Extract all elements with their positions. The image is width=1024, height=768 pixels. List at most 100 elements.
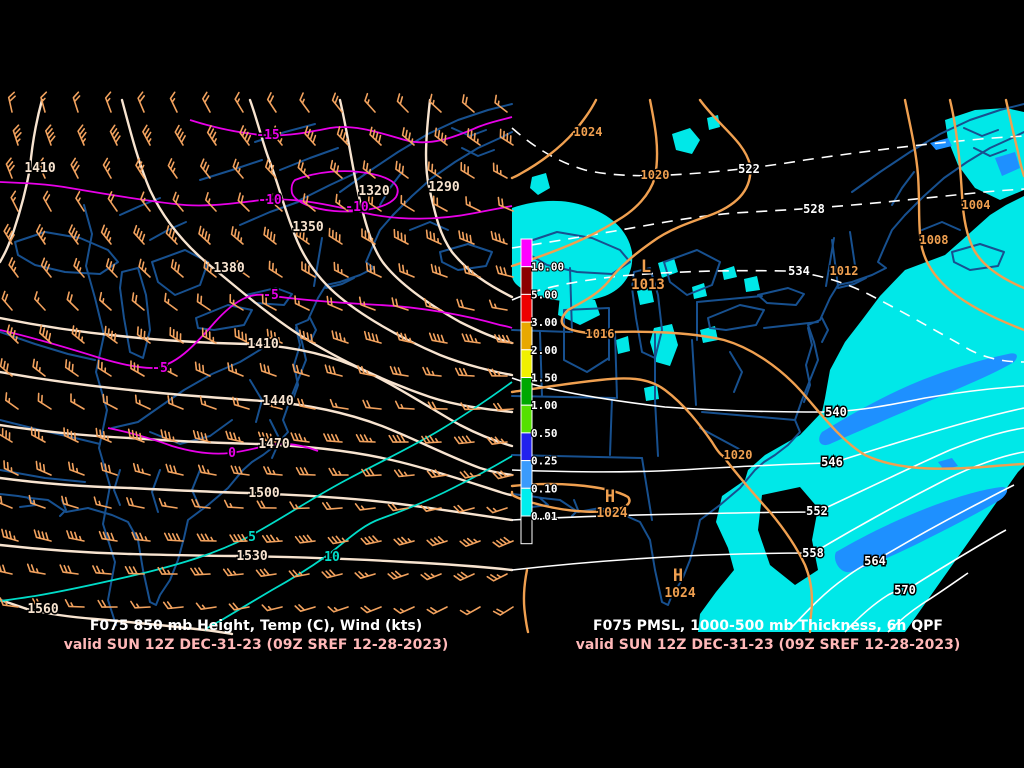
coastline-or-lake <box>151 249 209 296</box>
wind-barb <box>32 598 52 608</box>
wind-barb <box>234 328 250 344</box>
qpf-legend-value: 0.25 <box>531 455 558 468</box>
wind-barb <box>63 427 79 443</box>
coastline-or-lake <box>451 127 487 137</box>
wind-barb <box>198 225 211 245</box>
wind-barb <box>222 568 244 577</box>
temp-contours-positive <box>0 381 513 631</box>
qpf-legend-value: 3.00 <box>531 316 558 329</box>
coastline-or-lake <box>837 277 867 289</box>
wind-barb <box>497 196 514 212</box>
wind-barb <box>7 91 16 113</box>
wind-barb <box>12 124 22 146</box>
wind-barb <box>486 506 508 514</box>
wind-barb <box>200 158 211 179</box>
wind-barb <box>134 394 151 410</box>
wind-barb <box>5 392 19 410</box>
wind-barb <box>170 259 184 278</box>
qpf-legend-cell <box>520 515 533 545</box>
wind-barb <box>360 535 382 545</box>
wind-barb <box>499 128 514 146</box>
wind-barb <box>358 296 376 311</box>
wind-barb <box>165 463 184 476</box>
wind-barb <box>227 362 244 377</box>
wind-barb <box>398 263 415 278</box>
left-panel-caption: F075 850 mb Height, Temp (C), Wind (kts)… <box>0 617 512 655</box>
wind-barb <box>361 228 376 245</box>
wind-barb <box>59 564 79 575</box>
wind-barb <box>131 292 145 311</box>
wind-barb <box>289 501 310 510</box>
wind-barb <box>396 93 409 113</box>
height-contour-label: 1440 <box>262 394 293 409</box>
wind-barb <box>73 257 85 278</box>
wind-barb <box>230 465 250 476</box>
qpf-legend-value: 0.10 <box>531 482 558 495</box>
wind-barb <box>259 362 277 377</box>
high-pressure-value: 1024 <box>664 586 695 601</box>
wind-barb <box>229 293 244 311</box>
wind-barb <box>237 192 250 212</box>
pmsl-contour-label: 1020 <box>641 168 670 182</box>
wind-barb <box>162 360 178 377</box>
wind-barb <box>196 533 217 542</box>
wind-barb <box>323 433 343 443</box>
wind-barb <box>459 606 481 616</box>
wind-barb <box>167 158 178 179</box>
wind-barb <box>336 126 349 146</box>
wind-barb <box>205 192 217 212</box>
wind-barb <box>256 500 277 509</box>
wind-barb <box>98 530 118 542</box>
wind-barb <box>328 227 343 245</box>
wind-barb <box>355 434 376 443</box>
coastline-or-lake <box>951 243 1005 271</box>
coastline-or-lake <box>439 243 493 271</box>
wind-barb <box>295 467 316 476</box>
wind-barb <box>461 94 475 113</box>
temperature-label: -5 <box>152 361 168 376</box>
wind-barb <box>330 159 343 179</box>
wind-barb <box>223 499 244 509</box>
wind-barb <box>107 191 118 212</box>
wind-barb <box>10 190 19 212</box>
wind-barb <box>495 265 514 278</box>
wind-barb <box>165 225 178 245</box>
left-caption-valid-time: valid SUN 12Z DEC-31-23 (09Z SREF 12-28-… <box>63 637 449 653</box>
height-contour-label: 1350 <box>292 220 323 235</box>
wind-barb <box>327 606 349 613</box>
pmsl-contours <box>510 98 1024 634</box>
wind-barb <box>92 565 112 575</box>
wind-barb <box>93 496 112 509</box>
wind-barb <box>492 162 508 179</box>
wind-barb <box>263 466 283 476</box>
wind-barb <box>172 191 184 212</box>
wind-barb <box>97 599 118 608</box>
wind-barb <box>428 332 448 344</box>
wind-barb <box>393 606 415 614</box>
low-pressure-symbol: L <box>641 257 651 277</box>
coastline-or-lake <box>757 287 805 306</box>
wind-barb <box>232 396 250 410</box>
wind-barb <box>28 494 46 509</box>
height-contour-label: 1530 <box>236 549 267 564</box>
wind-barb <box>169 91 178 113</box>
wind-barb <box>354 503 376 511</box>
wind-barb <box>492 470 514 480</box>
height-contour-label: 1320 <box>358 184 389 199</box>
wind-barb <box>294 534 316 544</box>
wind-barb <box>75 190 85 212</box>
qpf-legend-value: 5.00 <box>531 288 558 301</box>
wind-barb <box>487 368 508 377</box>
wind-barb <box>99 291 112 311</box>
wind-barb <box>297 398 316 410</box>
wind-barb <box>266 92 277 113</box>
temperature-label: -10 <box>345 200 369 215</box>
wind-barb <box>130 360 145 377</box>
wind-barb <box>423 298 442 311</box>
wind-barb <box>102 393 118 410</box>
wind-barb <box>322 501 343 510</box>
thickness-contour-label: 540 <box>825 405 847 419</box>
wind-barb <box>459 537 481 547</box>
wind-barb <box>0 597 19 608</box>
